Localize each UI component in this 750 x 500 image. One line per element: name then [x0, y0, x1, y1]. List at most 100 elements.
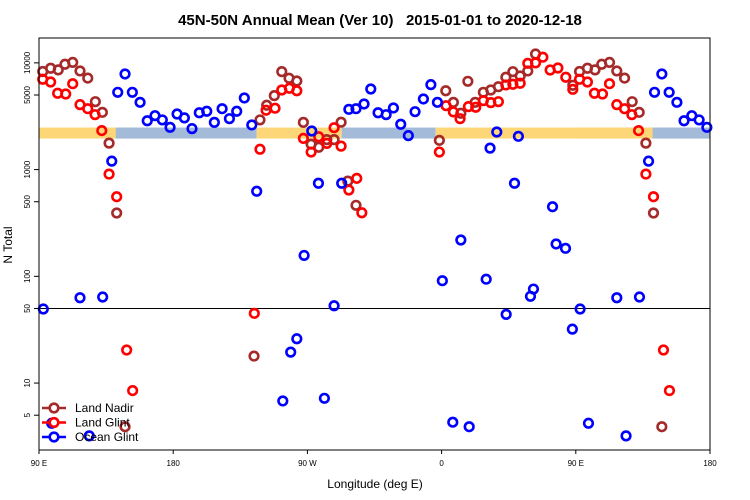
- data-point: [433, 146, 445, 158]
- data-point: [620, 430, 632, 442]
- x-tick-label: 0: [439, 459, 444, 468]
- y-tick-label: 5000: [23, 86, 32, 104]
- strip-segment-ocean: [341, 127, 436, 139]
- data-point: [343, 103, 355, 115]
- data-point: [37, 303, 49, 315]
- data-point: [60, 88, 72, 100]
- data-point: [119, 421, 131, 433]
- data-point: [626, 109, 638, 121]
- data-point: [447, 106, 459, 118]
- data-point: [647, 191, 660, 203]
- data-point: [83, 430, 95, 442]
- data-point: [663, 86, 675, 98]
- data-point: [97, 291, 109, 303]
- data-point: [335, 140, 347, 152]
- data-point: [208, 116, 220, 128]
- data-point: [480, 273, 492, 285]
- y-tick-label: 5: [23, 412, 32, 417]
- data-point: [395, 118, 407, 130]
- data-point: [277, 395, 289, 407]
- x-tick-label: 180: [703, 459, 717, 468]
- data-point: [96, 124, 108, 137]
- data-point: [693, 114, 705, 126]
- data-point: [462, 75, 474, 87]
- data-point: [454, 113, 466, 125]
- legend-item: Land Nadir: [42, 401, 134, 415]
- legend-label: Ocean Glint: [75, 430, 139, 444]
- y-tick-label: 1000: [23, 160, 32, 178]
- data-points: [37, 48, 713, 442]
- data-point: [103, 137, 115, 149]
- data-point: [618, 103, 631, 115]
- y-tick-label: 50: [23, 303, 32, 312]
- data-point: [134, 96, 146, 108]
- data-point: [201, 105, 213, 117]
- data-point: [269, 102, 281, 114]
- legend-item: Land Glint: [42, 416, 130, 430]
- data-point: [223, 113, 236, 125]
- data-point: [581, 76, 594, 88]
- strip-segment-land: [39, 127, 117, 139]
- series-ocean-glint: [37, 68, 713, 442]
- data-point: [537, 51, 549, 63]
- data-point: [297, 116, 309, 128]
- data-point: [111, 191, 123, 203]
- data-point: [285, 346, 297, 358]
- data-point: [546, 201, 559, 213]
- data-point: [455, 234, 467, 246]
- data-point: [312, 177, 325, 189]
- data-point: [89, 96, 101, 108]
- data-point: [626, 96, 638, 108]
- data-point: [387, 102, 400, 114]
- data-point: [582, 417, 595, 429]
- data-point: [550, 238, 562, 250]
- data-point: [141, 115, 153, 127]
- data-point: [514, 70, 526, 82]
- x-tick-label: 90 E: [568, 459, 584, 468]
- data-point: [447, 416, 459, 428]
- strip-segment-land: [256, 127, 342, 139]
- data-point: [318, 392, 330, 404]
- data-point: [164, 121, 176, 133]
- data-point: [126, 86, 138, 98]
- x-tick-label: 90 W: [298, 459, 317, 468]
- data-point: [106, 155, 118, 167]
- data-point: [618, 72, 631, 84]
- data-point: [336, 177, 348, 189]
- data-point: [657, 344, 670, 356]
- data-point: [567, 79, 579, 91]
- data-point: [701, 121, 713, 133]
- data-point: [291, 75, 303, 87]
- data-point: [350, 103, 362, 115]
- data-point: [291, 333, 303, 345]
- data-point: [611, 65, 623, 77]
- y-tick-label: 10: [23, 378, 32, 387]
- data-point: [297, 132, 309, 145]
- data-point: [268, 90, 280, 102]
- data-point: [559, 242, 572, 254]
- data-point: [121, 344, 133, 356]
- x-axis-label: Longitude (deg E): [327, 477, 422, 491]
- data-point: [298, 249, 310, 262]
- data-point: [127, 385, 139, 397]
- data-point: [470, 101, 482, 113]
- data-point: [238, 92, 250, 104]
- data-point: [508, 177, 521, 189]
- legend-marker: [48, 402, 60, 414]
- data-point: [648, 86, 661, 98]
- data-point: [74, 65, 86, 77]
- data-point: [632, 124, 645, 137]
- data-point: [574, 303, 586, 315]
- chart-title: 45N-50N Annual Mean (Ver 10) 2015-01-01 …: [178, 12, 582, 29]
- data-point: [566, 323, 578, 335]
- data-point: [306, 125, 318, 137]
- data-point: [500, 308, 512, 320]
- data-point: [67, 78, 79, 90]
- strip-segment-ocean: [116, 127, 257, 139]
- data-point: [596, 88, 609, 100]
- data-point: [417, 93, 430, 105]
- data-point: [603, 56, 616, 69]
- axes: 90 E 180 90 W 0 90 E 180 5 10 50 100 500 1000 5000 10…: [23, 37, 717, 468]
- data-point: [380, 109, 392, 121]
